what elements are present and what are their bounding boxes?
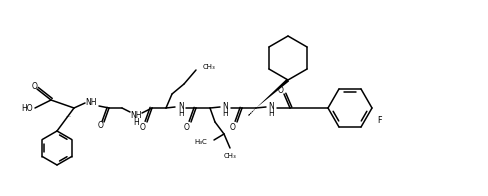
Text: H: H [178,109,183,117]
Text: N: N [178,102,183,111]
Text: F: F [376,115,381,124]
Text: H₃C: H₃C [194,139,206,145]
Text: O: O [98,122,104,131]
Text: H: H [267,109,273,117]
Text: CH₃: CH₃ [223,153,236,159]
Text: H: H [133,117,139,126]
Text: N: N [267,102,273,111]
Text: HO: HO [21,103,33,113]
Text: O: O [183,122,189,132]
Text: N: N [222,102,227,111]
Text: O: O [32,82,38,91]
Text: O: O [278,85,284,94]
Text: O: O [229,122,235,132]
Polygon shape [256,79,288,108]
Text: CH₃: CH₃ [203,64,215,70]
Text: H: H [222,109,227,117]
Text: NH: NH [85,97,97,106]
Text: O: O [140,122,145,132]
Text: NH: NH [130,111,142,120]
Text: ···: ··· [65,114,71,120]
